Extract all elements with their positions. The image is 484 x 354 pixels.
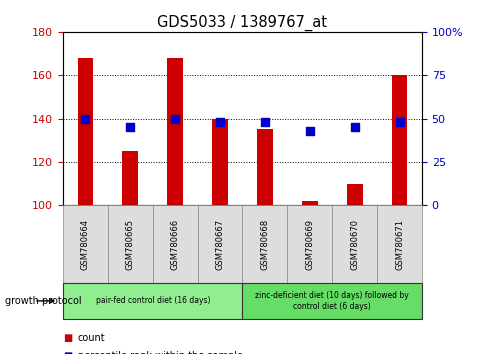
Bar <box>212 119 227 205</box>
Point <box>171 116 179 121</box>
Text: GSM780664: GSM780664 <box>81 219 90 270</box>
Bar <box>391 75 407 205</box>
Text: GSM780667: GSM780667 <box>215 219 224 270</box>
Point <box>126 124 134 130</box>
Point <box>260 119 268 125</box>
Text: GSM780671: GSM780671 <box>394 219 403 270</box>
Bar <box>167 58 182 205</box>
Text: growth protocol: growth protocol <box>5 296 81 306</box>
Bar <box>77 58 93 205</box>
Text: GSM780666: GSM780666 <box>170 219 180 270</box>
Text: GSM780669: GSM780669 <box>304 219 314 270</box>
Text: GSM780670: GSM780670 <box>349 219 359 270</box>
Bar <box>257 130 272 205</box>
Text: pair-fed control diet (16 days): pair-fed control diet (16 days) <box>95 296 210 306</box>
Point <box>305 128 313 133</box>
Point <box>216 119 224 125</box>
Bar <box>346 184 362 205</box>
Text: GSM780668: GSM780668 <box>260 219 269 270</box>
Bar <box>302 201 317 205</box>
Point <box>350 124 358 130</box>
Point <box>395 119 403 125</box>
Text: GSM780665: GSM780665 <box>125 219 135 270</box>
Text: zinc-deficient diet (10 days) followed by
control diet (6 days): zinc-deficient diet (10 days) followed b… <box>255 291 408 310</box>
Point <box>81 116 89 121</box>
Bar <box>122 151 138 205</box>
Text: ■: ■ <box>63 333 72 343</box>
Text: percentile rank within the sample: percentile rank within the sample <box>77 351 242 354</box>
Text: count: count <box>77 333 105 343</box>
Title: GDS5033 / 1389767_at: GDS5033 / 1389767_at <box>157 14 327 30</box>
Text: ■: ■ <box>63 351 72 354</box>
